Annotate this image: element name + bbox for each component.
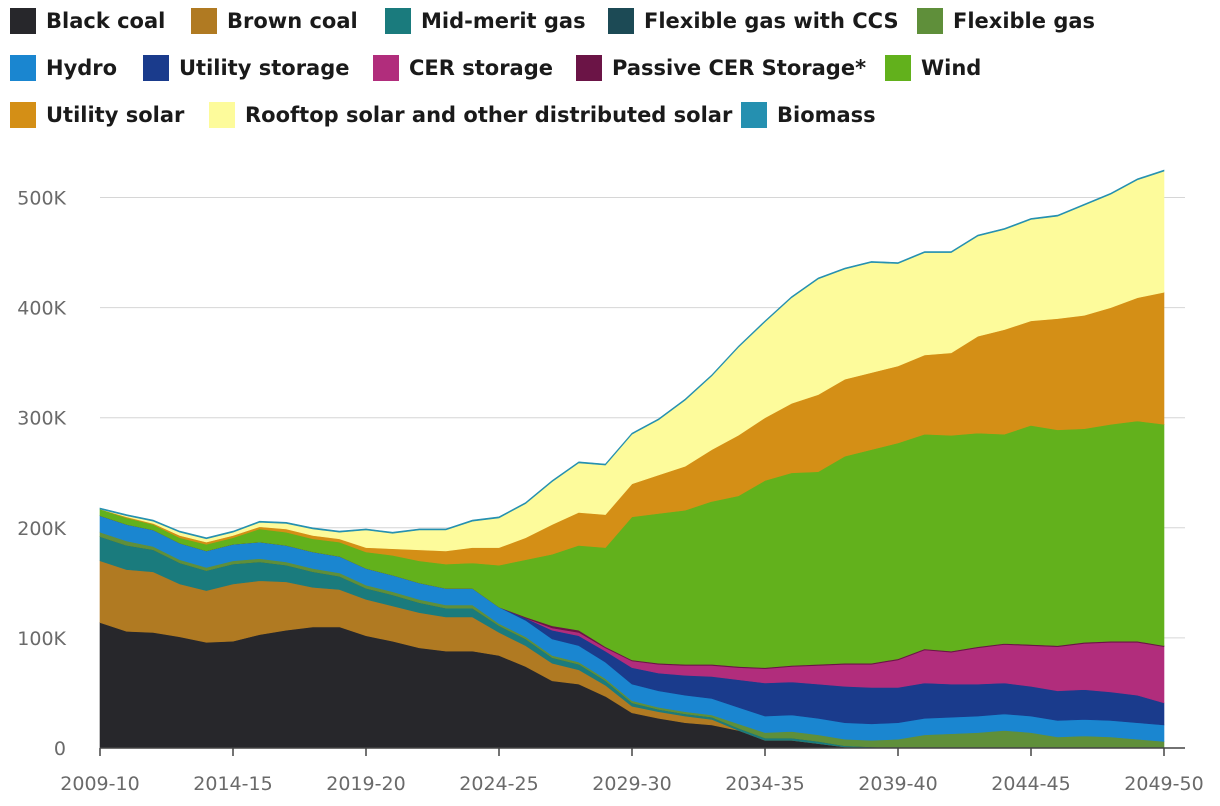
y-tick-label: 200K (17, 518, 66, 540)
legend-label: CER storage (409, 56, 554, 80)
legend-item-brown-coal: Brown coal (191, 8, 358, 34)
legend-swatch (608, 8, 634, 34)
legend-swatch (385, 8, 411, 34)
legend-label: Brown coal (227, 9, 358, 33)
x-tick-label: 2049-50 (1124, 773, 1203, 795)
axes: 0 100K 200K 300K 400K 500K 2009-10 2014-15 2019-… (17, 188, 1203, 795)
legend-label: Biomass (777, 103, 876, 127)
legend-label: Rooftop solar and other distributed sola… (245, 103, 733, 127)
legend-label: Hydro (46, 56, 118, 80)
legend-label: Mid-merit gas (421, 9, 586, 33)
legend-label: Flexible gas (953, 9, 1096, 33)
legend-item-utility-storage: Utility storage (143, 55, 350, 81)
legend-swatch (209, 102, 235, 128)
legend-item-biomass: Biomass (741, 102, 876, 128)
legend-swatch (191, 8, 217, 34)
legend-swatch (10, 8, 36, 34)
y-tick-label: 300K (17, 408, 66, 430)
x-tick-label: 2019-20 (326, 773, 405, 795)
legend: Black coal Brown coal Mid-merit gas Flexibl… (10, 6, 1210, 147)
x-tick-label: 2014-15 (193, 773, 272, 795)
x-tick-label: 2044-45 (991, 773, 1070, 795)
y-tick-label: 400K (17, 298, 66, 320)
y-tick-label: 500K (17, 188, 66, 210)
legend-label: Utility storage (179, 56, 350, 80)
legend-label: Utility solar (46, 103, 185, 127)
legend-item-utility-solar: Utility solar (10, 102, 184, 128)
legend-row: Black coal Brown coal Mid-merit gas Flexibl… (10, 6, 1210, 53)
legend-item-rooftop-solar-and-other-distributed-solar: Rooftop solar and other distributed sola… (209, 102, 732, 128)
legend-swatch (373, 55, 399, 81)
legend-label: Flexible gas with CCS (644, 9, 899, 33)
legend-item-cer-storage: CER storage (373, 55, 553, 81)
y-tick-label: 100K (17, 628, 66, 650)
legend-swatch (576, 55, 602, 81)
x-tick-label: 2009-10 (60, 773, 139, 795)
legend-swatch (143, 55, 169, 81)
legend-swatch (10, 102, 36, 128)
x-tick-label: 2029-30 (592, 773, 671, 795)
legend-swatch (917, 8, 943, 34)
legend-swatch (10, 55, 36, 81)
legend-item-black-coal: Black coal (10, 8, 165, 34)
legend-item-mid-merit-gas: Mid-merit gas (385, 8, 586, 34)
legend-swatch (741, 102, 767, 128)
legend-label: Wind (921, 56, 982, 80)
x-tick-label: 2039-40 (858, 773, 937, 795)
legend-row: Hydro Utility storage CER storage Passive C… (10, 53, 1210, 100)
area-series (99, 169, 1165, 749)
legend-swatch (885, 55, 911, 81)
legend-item-flexible-gas: Flexible gas (917, 8, 1095, 34)
legend-item-hydro: Hydro (10, 55, 117, 81)
legend-label: Black coal (46, 9, 166, 33)
area-biomass (99, 169, 1165, 540)
legend-item-wind: Wind (885, 55, 981, 81)
x-tick-label: 2024-25 (459, 773, 538, 795)
legend-item-flexible-gas-with-ccs: Flexible gas with CCS (608, 8, 899, 34)
y-tick-label: 0 (54, 738, 66, 760)
legend-item-passive-cer-storage: Passive CER Storage* (576, 55, 866, 81)
legend-label: Passive CER Storage* (612, 56, 867, 80)
x-tick-label: 2034-35 (725, 773, 804, 795)
legend-row: Utility solar Rooftop solar and other dis… (10, 100, 1210, 147)
